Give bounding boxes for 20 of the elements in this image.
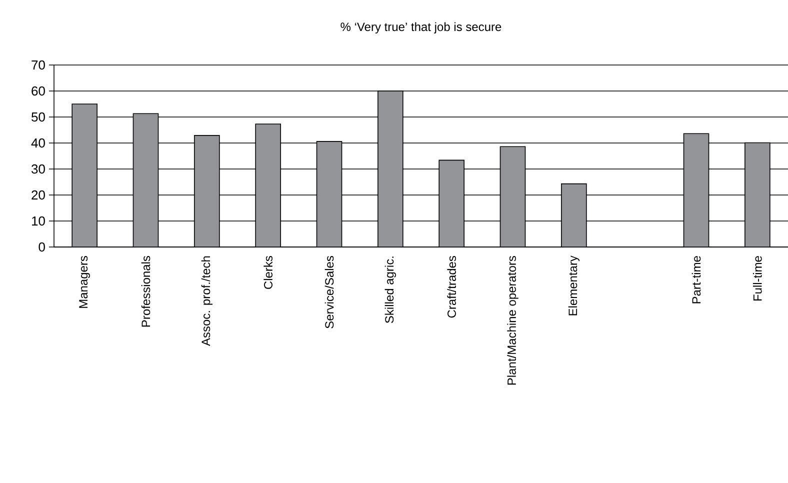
y-tick-label: 30	[32, 164, 45, 174]
x-tick-label: Skilled agric.	[384, 256, 396, 324]
x-tick-label: Professionals	[141, 256, 150, 327]
y-tick-label: 20	[32, 190, 45, 200]
chart-title: % ‘Very true’ that job is secure	[340, 22, 502, 34]
x-tick-label: Full-time	[753, 256, 762, 301]
x-tick-label: Craft/trades	[447, 256, 456, 318]
x-tick-label: Managers	[79, 256, 90, 308]
x-tick-label: Assoc. prof./tech	[201, 256, 213, 346]
y-tick-label: 50	[32, 112, 45, 122]
x-tick-label: Service/Sales	[324, 256, 334, 328]
x-tick-label: Part-time	[692, 256, 701, 304]
y-tick-label: 60	[32, 86, 45, 96]
x-tick-label: Plant/Machine operators	[507, 256, 518, 385]
y-tick-label: 40	[31, 138, 45, 148]
x-tick-label: Elementary	[568, 256, 580, 316]
x-tick-label: Clerks	[264, 256, 272, 289]
y-tick-label: 10	[32, 216, 45, 226]
y-tick-label: 0	[38, 242, 45, 252]
y-tick-label: 70	[32, 60, 45, 70]
